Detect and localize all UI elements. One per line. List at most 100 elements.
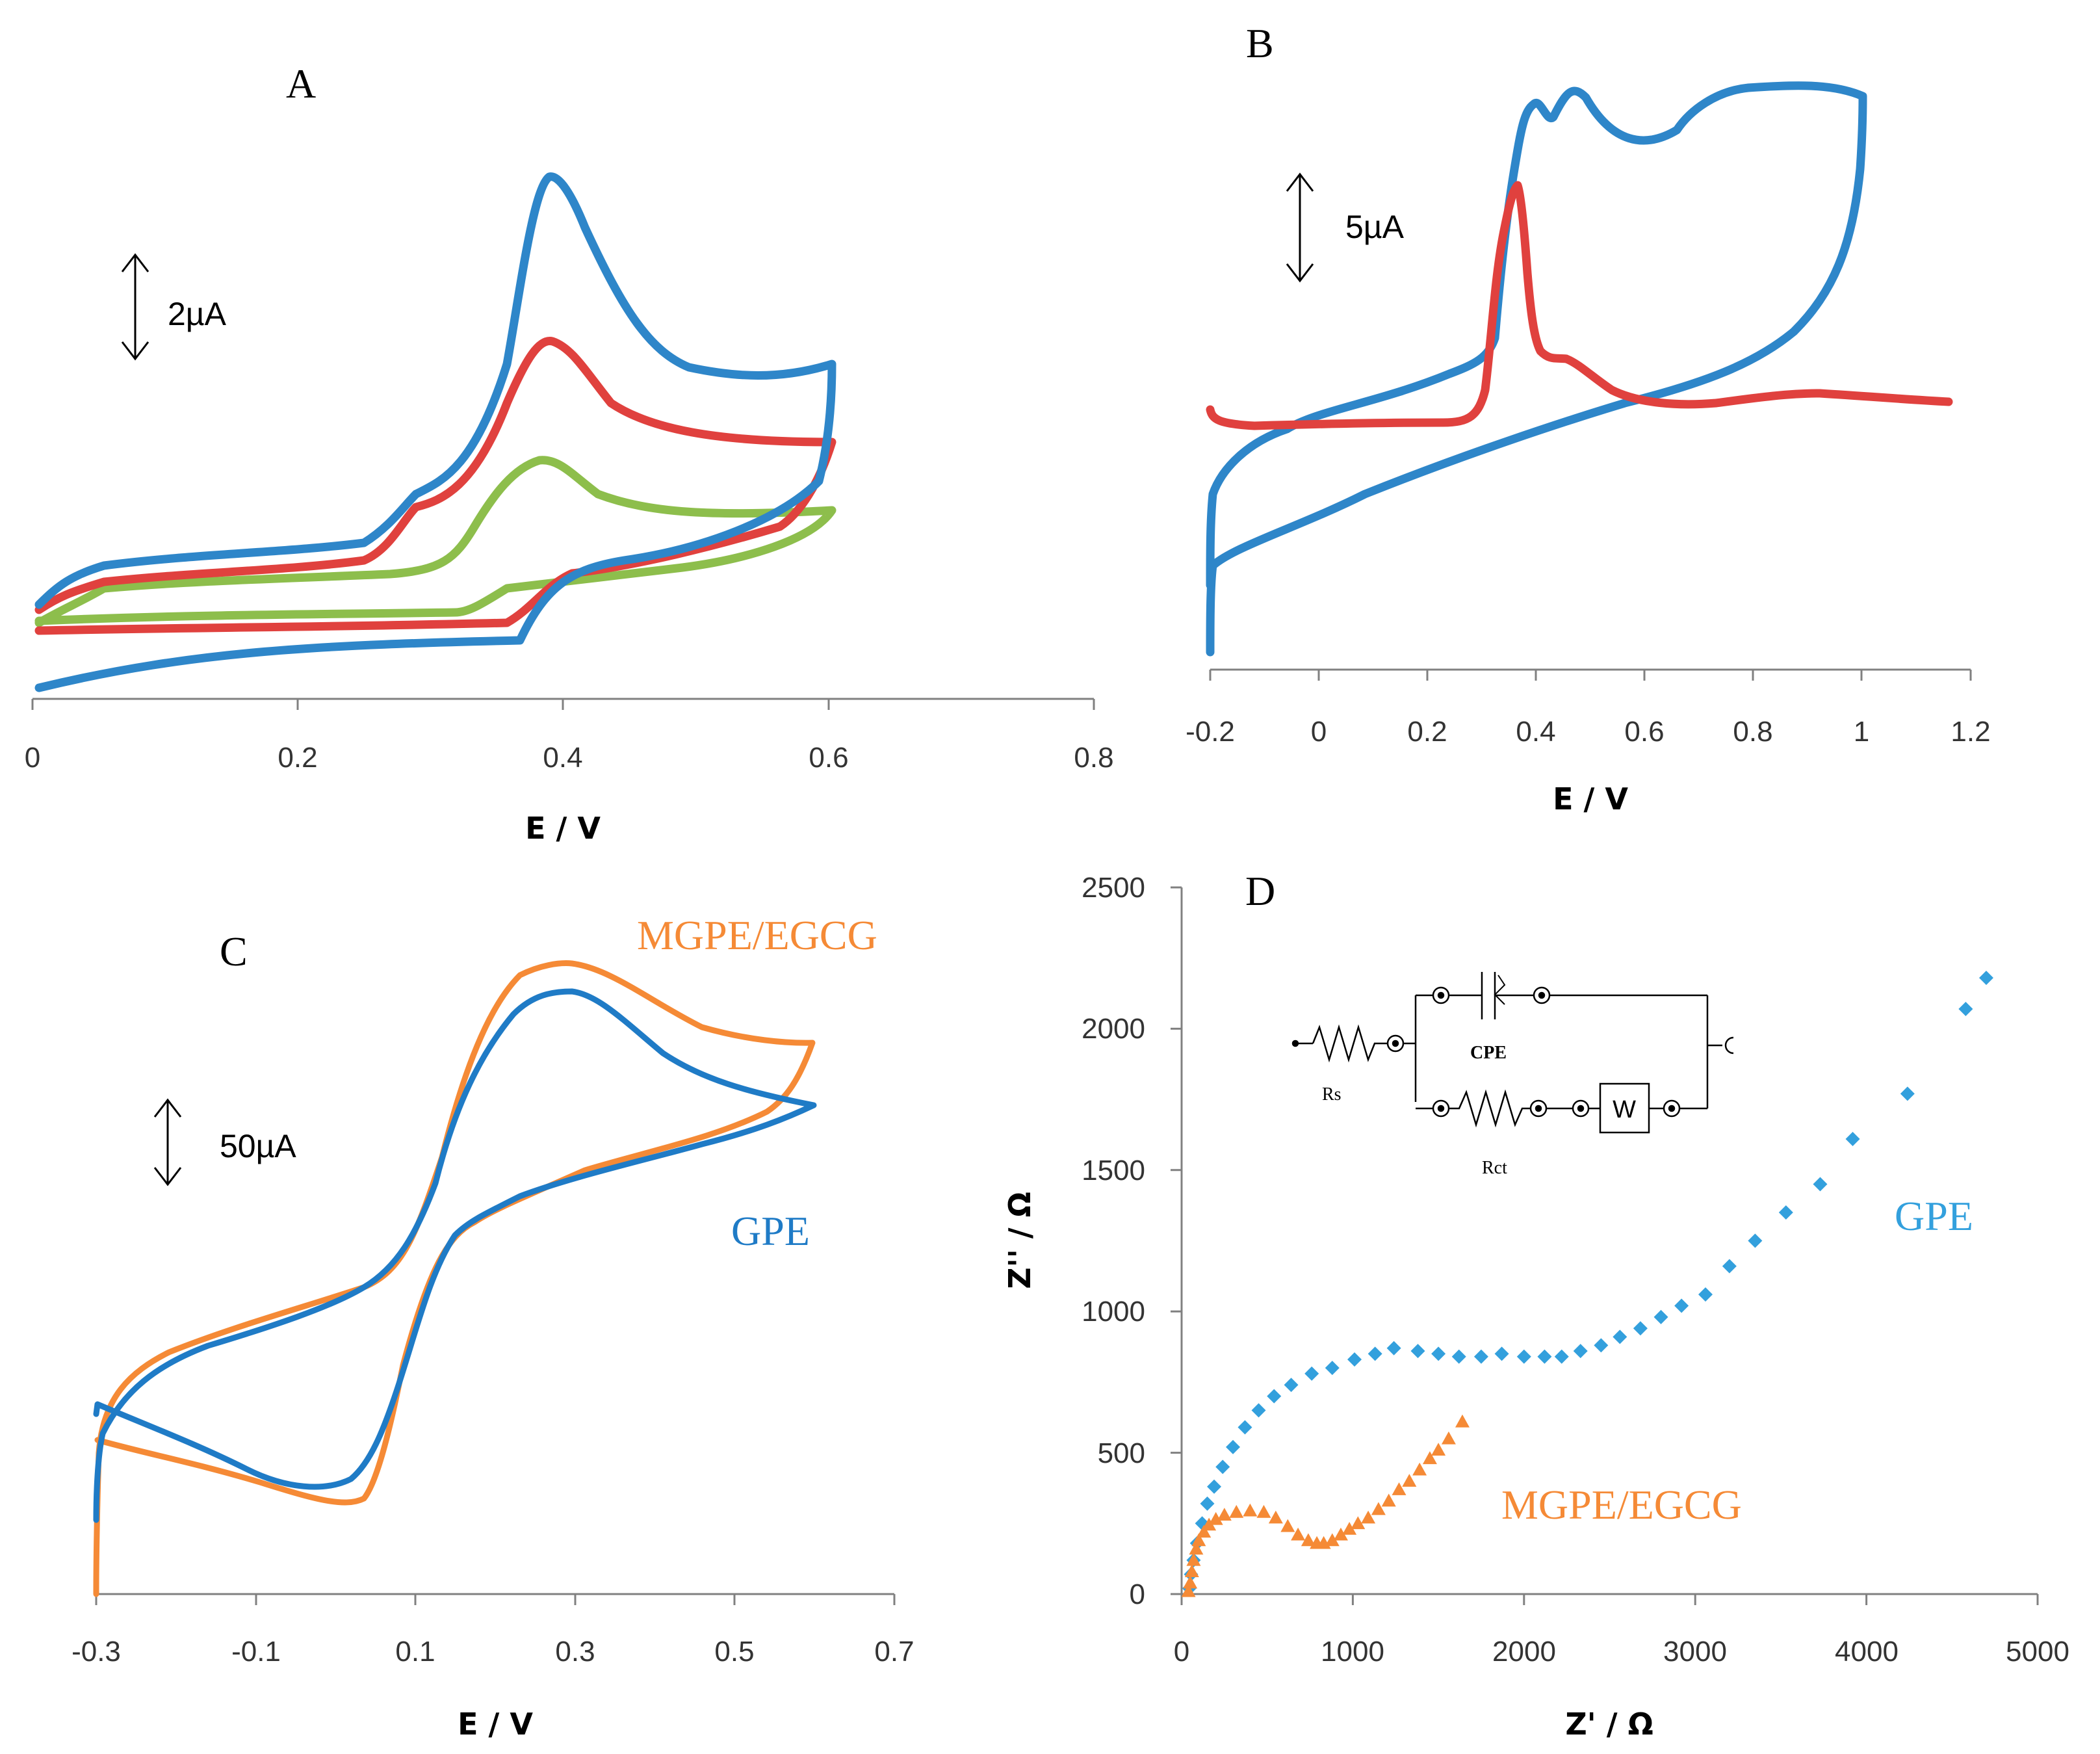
mgpe-egcg-point — [1243, 1503, 1258, 1517]
gpe-point — [1215, 1459, 1230, 1474]
gpe-point — [1207, 1479, 1222, 1494]
panel-d-x-tick-label: 0 — [1174, 1636, 1189, 1668]
mgpe-egcg-point — [1333, 1527, 1348, 1541]
gpe-point — [1368, 1346, 1382, 1361]
mgpe-egcg-point — [1229, 1504, 1244, 1518]
gpe-point — [1845, 1131, 1860, 1146]
panel-d-x-tick-label: 4000 — [1835, 1636, 1899, 1668]
panel-d: D 0 1000 2000 3000 4000 5000 0 500 1000 … — [1002, 868, 2069, 1742]
gpe-point — [1200, 1496, 1215, 1511]
mgpe-egcg-point — [1189, 1541, 1204, 1555]
circuit-node — [1432, 986, 1450, 1004]
panel-b-scale-bar — [1286, 172, 1314, 283]
mgpe-egcg-point — [1351, 1516, 1366, 1530]
panel-a-scale-bar — [121, 253, 149, 361]
gpe-point — [1900, 1086, 1915, 1101]
panel-b-label: B — [1246, 20, 1274, 66]
panel-b-tick-label: 0 — [1311, 716, 1327, 748]
panel-d-y-tick-label: 2500 — [1082, 872, 1145, 904]
mgpe-egcg-point — [1202, 1517, 1217, 1531]
gpe-point — [1325, 1361, 1340, 1376]
circuit-label-cpe: CPE — [1470, 1043, 1507, 1063]
circuit-terminal-right — [1724, 1036, 1734, 1054]
mgpe-egcg-point — [1291, 1527, 1306, 1541]
gpe-point — [1978, 971, 1993, 986]
mgpe-egcg-point — [1280, 1519, 1295, 1532]
gpe-point — [1594, 1338, 1609, 1353]
mgpe-egcg-point — [1325, 1533, 1340, 1547]
mgpe-egcg-point — [1381, 1493, 1396, 1507]
panel-b-tick-label: 0.4 — [1516, 716, 1555, 748]
panel-b: B -0.2 0 0.2 0.4 0.6 0.8 1 1.2 E / V 5µA — [1186, 20, 1991, 817]
panel-d-y-tick-label: 1500 — [1082, 1155, 1145, 1186]
panel-d-x-tick-label: 1000 — [1321, 1636, 1384, 1668]
panel-c-label-gpe: GPE — [731, 1208, 810, 1254]
mgpe-egcg-point — [1422, 1451, 1437, 1465]
mgpe-egcg-point — [1402, 1474, 1417, 1487]
mgpe-egcg-point — [1197, 1525, 1212, 1538]
mgpe-egcg-point — [1191, 1533, 1206, 1547]
mgpe-egcg-point — [1186, 1552, 1201, 1566]
panel-c-tick-label: -0.3 — [71, 1636, 121, 1668]
circuit-label-rct: Rct — [1482, 1158, 1507, 1178]
panel-b-series-blue — [1206, 81, 1867, 657]
panel-c-scale-label: 50µA — [220, 1128, 296, 1164]
circuit-node — [1386, 1034, 1405, 1053]
panel-c-label-mgpe-egcg: MGPE/EGCG — [637, 912, 877, 958]
gpe-point — [1653, 1309, 1668, 1324]
panel-d-x-tick-label: 2000 — [1492, 1636, 1556, 1668]
panel-d-y-tick-label: 0 — [1130, 1578, 1145, 1610]
panel-a-tick-label: 0.2 — [278, 742, 317, 774]
panel-d-axes — [1171, 886, 2039, 1605]
circuit-node — [1533, 986, 1551, 1004]
panel-a-tick-label: 0.4 — [543, 742, 582, 774]
gpe-point — [1613, 1329, 1627, 1344]
panel-a-scale-label: 2µA — [168, 296, 227, 332]
panel-b-tick-label: 0.8 — [1733, 716, 1772, 748]
gpe-point — [1251, 1403, 1266, 1418]
mgpe-egcg-point — [1431, 1443, 1446, 1456]
panel-a-xaxis — [31, 698, 1095, 710]
panel-a-series-blue — [34, 172, 836, 692]
gpe-point — [1554, 1349, 1569, 1364]
panel-c-series-mgpe-egcg — [93, 960, 816, 1597]
panel-a-tick-label: 0.8 — [1074, 742, 1113, 774]
panel-d-y-tick-label: 2000 — [1082, 1013, 1145, 1045]
mgpe-egcg-point — [1208, 1512, 1223, 1525]
mgpe-egcg-point — [1301, 1533, 1316, 1547]
circuit-node — [1432, 1099, 1450, 1118]
mgpe-egcg-point — [1342, 1521, 1357, 1535]
panel-b-xaxis — [1209, 668, 1972, 681]
mgpe-egcg-point — [1361, 1510, 1376, 1524]
panel-a-series-green — [34, 456, 836, 627]
mgpe-egcg-point — [1371, 1502, 1386, 1515]
panel-b-tick-label: 1.2 — [1951, 716, 1990, 748]
mgpe-egcg-point — [1184, 1564, 1199, 1578]
panel-d-x-tick-label: 3000 — [1663, 1636, 1727, 1668]
panel-a-series-red — [34, 337, 836, 635]
gpe-point — [1304, 1366, 1319, 1381]
gpe-point — [1284, 1378, 1299, 1393]
mgpe-egcg-point — [1256, 1504, 1271, 1518]
gpe-point — [1674, 1298, 1689, 1313]
panel-d-y-tick-label: 1000 — [1082, 1296, 1145, 1328]
panel-d-y-tick-label: 500 — [1098, 1437, 1145, 1469]
panel-d-x-tick-label: 5000 — [2006, 1636, 2069, 1668]
gpe-point — [1226, 1439, 1241, 1454]
panel-c: C -0.3 -0.1 0.1 0.3 0.5 0.7 E / V 50µA M… — [71, 912, 914, 1742]
mgpe-egcg-point — [1392, 1482, 1406, 1495]
panel-b-tick-label: 1 — [1854, 716, 1869, 748]
gpe-point — [1431, 1346, 1446, 1361]
mgpe-egcg-point — [1441, 1431, 1456, 1445]
gpe-point — [1238, 1420, 1252, 1435]
panel-d-x-axis-label: Z' / Ω — [1565, 1707, 1653, 1742]
gpe-point — [1386, 1341, 1401, 1355]
panel-d-label: D — [1245, 868, 1275, 914]
panel-a-tick-label: 0 — [25, 742, 40, 774]
gpe-point — [1347, 1352, 1362, 1367]
mgpe-egcg-point — [1181, 1584, 1196, 1597]
gpe-point — [1537, 1349, 1552, 1364]
panel-c-tick-label: -0.1 — [231, 1636, 281, 1668]
circuit-terminal-left — [1291, 1040, 1299, 1047]
